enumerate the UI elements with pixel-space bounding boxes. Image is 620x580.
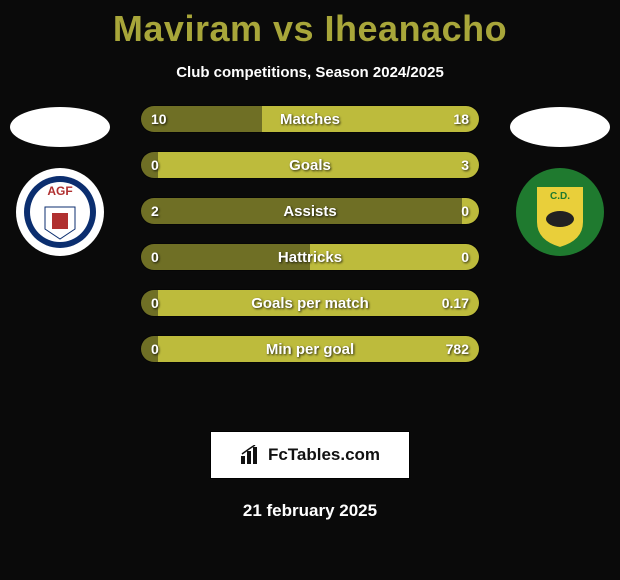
subtitle: Club competitions, Season 2024/2025: [0, 64, 620, 81]
date-label: 21 february 2025: [0, 501, 620, 521]
stat-label: Matches: [141, 106, 479, 132]
player-right-avatar: [510, 107, 610, 147]
stat-row: 03Goals: [140, 151, 480, 179]
stat-label: Goals per match: [141, 290, 479, 316]
source-logo: FcTables.com: [210, 431, 410, 479]
svg-text:AGF: AGF: [47, 184, 72, 198]
stat-bars: 1018Matches 03Goals 20Assists 00Hattricks 00…: [140, 105, 480, 363]
stat-row: 20Assists: [140, 197, 480, 225]
stat-label: Assists: [141, 198, 479, 224]
club-badge-left: AGF: [15, 167, 105, 257]
player-left-column: AGF: [0, 105, 120, 257]
stat-label: Hattricks: [141, 244, 479, 270]
stat-row: 1018Matches: [140, 105, 480, 133]
source-logo-text: FcTables.com: [268, 445, 380, 465]
stat-row: 00.17Goals per match: [140, 289, 480, 317]
stat-row: 00Hattricks: [140, 243, 480, 271]
player-left-avatar: [10, 107, 110, 147]
stat-row: 0782Min per goal: [140, 335, 480, 363]
page-title: Maviram vs Iheanacho: [0, 0, 620, 50]
stat-label: Goals: [141, 152, 479, 178]
chart-icon: [240, 445, 262, 465]
comparison-area: AGF C.D. 1018Matches 03Goals 20Assists 00Ha…: [0, 105, 620, 405]
club-badge-right: C.D.: [515, 167, 605, 257]
stat-label: Min per goal: [141, 336, 479, 362]
player-right-column: C.D.: [500, 105, 620, 257]
svg-text:C.D.: C.D.: [550, 191, 570, 202]
